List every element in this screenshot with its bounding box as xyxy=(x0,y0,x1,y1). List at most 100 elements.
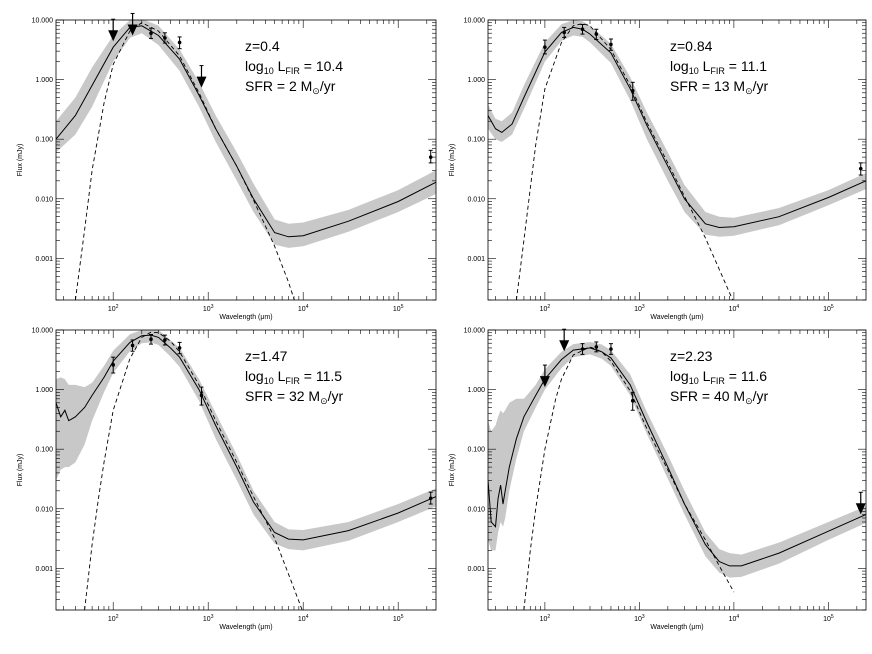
x-tick-exponent: 4 xyxy=(306,614,309,620)
data-point xyxy=(111,363,115,367)
x-tick-label: 102 xyxy=(108,304,119,313)
data-point xyxy=(163,36,167,40)
sfr-value: SFR = 32 M xyxy=(245,388,320,404)
lfir-log-base: 10 xyxy=(689,66,699,76)
lfir-log: log xyxy=(245,58,264,74)
plot-frame xyxy=(55,19,437,301)
plot-area xyxy=(56,20,436,300)
plot-area xyxy=(56,330,436,610)
x-axis-label: Wavelength (μm) xyxy=(650,624,703,631)
redshift-label: z=0.84 xyxy=(670,38,713,54)
sfr-unit: /yr xyxy=(753,388,769,404)
x-tick-label: 105 xyxy=(393,304,404,313)
x-tick-label: 102 xyxy=(540,614,551,623)
panel-z-0-4: 102 103 104 10510.0001.0000.1000.0100.001Wa… xyxy=(17,12,437,321)
x-tick-label: 103 xyxy=(634,304,645,313)
sfr-sun-symbol: ⊙ xyxy=(312,86,320,96)
data-point xyxy=(594,345,599,349)
x-tick-base: 10 xyxy=(203,616,211,623)
x-tick-exponent: 5 xyxy=(401,614,404,620)
x-tick-label: 103 xyxy=(634,614,645,623)
x-tick-exponent: 2 xyxy=(116,304,119,310)
x-tick-base: 10 xyxy=(203,306,211,313)
lfir-log: log xyxy=(245,368,264,384)
lfir-log-base: 10 xyxy=(689,376,699,386)
data-point xyxy=(177,40,182,45)
x-tick-exponent: 2 xyxy=(116,614,119,620)
data-point xyxy=(130,343,135,348)
x-tick-label: 104 xyxy=(729,304,740,313)
lfir-subscript: FIR xyxy=(285,376,300,386)
x-tick-exponent: 4 xyxy=(736,304,739,310)
data-point xyxy=(543,45,547,49)
x-tick-label: 105 xyxy=(823,304,834,313)
x-tick-label: 104 xyxy=(298,614,309,623)
x-axis-label: Wavelength (μm) xyxy=(650,314,703,321)
greybody-dashed-line xyxy=(74,22,295,300)
plot-area xyxy=(488,20,866,300)
sfr-label: SFR = 32 M⊙/yr xyxy=(245,388,344,406)
x-tick-base: 10 xyxy=(393,306,401,313)
x-tick-base: 10 xyxy=(729,616,737,623)
x-tick-label: 103 xyxy=(203,614,214,623)
greybody-dashed-line xyxy=(84,331,303,610)
y-axis-label: Flux (mJy) xyxy=(17,144,24,177)
x-tick-label: 105 xyxy=(393,614,404,623)
x-tick-base: 10 xyxy=(108,306,116,313)
sfr-value: SFR = 40 M xyxy=(670,388,745,404)
upper-limit-arrow xyxy=(196,76,207,88)
greybody-dashed-line xyxy=(515,23,734,300)
x-tick-label: 102 xyxy=(540,304,551,313)
sfr-label: SFR = 13 M⊙/yr xyxy=(670,78,769,96)
x-tick-base: 10 xyxy=(634,616,642,623)
lfir-subscript: FIR xyxy=(285,66,300,76)
y-tick-label: 10.000 xyxy=(32,328,54,335)
lfir-label: log10 LFIR = 11.5 xyxy=(245,368,342,386)
sfr-unit: /yr xyxy=(320,78,336,94)
y-tick-label: 0.001 xyxy=(467,256,485,263)
sfr-unit: /yr xyxy=(328,388,344,404)
x-tick-exponent: 5 xyxy=(401,304,404,310)
y-tick-label: 1.000 xyxy=(35,77,53,84)
lfir-label: log10 LFIR = 10.4 xyxy=(245,58,343,76)
lfir-label: log10 LFIR = 11.6 xyxy=(670,368,767,386)
upper-limit-arrow xyxy=(559,340,570,352)
y-tick-label: 10.000 xyxy=(32,18,54,25)
x-tick-exponent: 3 xyxy=(211,304,214,310)
data-point xyxy=(149,31,153,36)
lfir-value: = 11.5 xyxy=(300,368,342,384)
lfir-value: = 10.4 xyxy=(300,58,343,74)
lfir-l: L xyxy=(274,58,286,74)
x-tick-base: 10 xyxy=(108,616,116,623)
x-tick-base: 10 xyxy=(634,306,642,313)
model-sed-line xyxy=(56,25,436,238)
y-tick-label: 10.000 xyxy=(464,328,486,335)
data-point xyxy=(594,32,599,36)
y-tick-label: 0.010 xyxy=(35,506,53,513)
plot-frame xyxy=(55,329,437,611)
sfr-label: SFR = 2 M⊙/yr xyxy=(245,78,336,96)
lfir-label: log10 LFIR = 11.1 xyxy=(670,58,767,76)
x-tick-base: 10 xyxy=(729,306,737,313)
lfir-l: L xyxy=(699,58,711,74)
x-tick-base: 10 xyxy=(298,306,306,313)
lfir-l: L xyxy=(274,368,286,384)
data-point xyxy=(609,347,613,351)
x-tick-label: 102 xyxy=(108,614,119,623)
data-point xyxy=(630,398,635,403)
y-tick-label: 0.010 xyxy=(467,506,485,513)
y-tick-label: 0.010 xyxy=(467,196,485,203)
x-tick-exponent: 5 xyxy=(831,614,834,620)
x-tick-base: 10 xyxy=(823,616,831,623)
x-tick-label: 103 xyxy=(203,304,214,313)
x-tick-label: 105 xyxy=(823,614,834,623)
data-point xyxy=(199,393,204,398)
redshift-label: z=1.47 xyxy=(245,348,288,364)
y-tick-label: 1.000 xyxy=(35,387,53,394)
sfr-label: SFR = 40 M⊙/yr xyxy=(670,388,769,406)
x-tick-base: 10 xyxy=(540,306,548,313)
sfr-sun-symbol: ⊙ xyxy=(745,396,753,406)
x-tick-exponent: 4 xyxy=(736,614,739,620)
data-point xyxy=(858,166,863,171)
